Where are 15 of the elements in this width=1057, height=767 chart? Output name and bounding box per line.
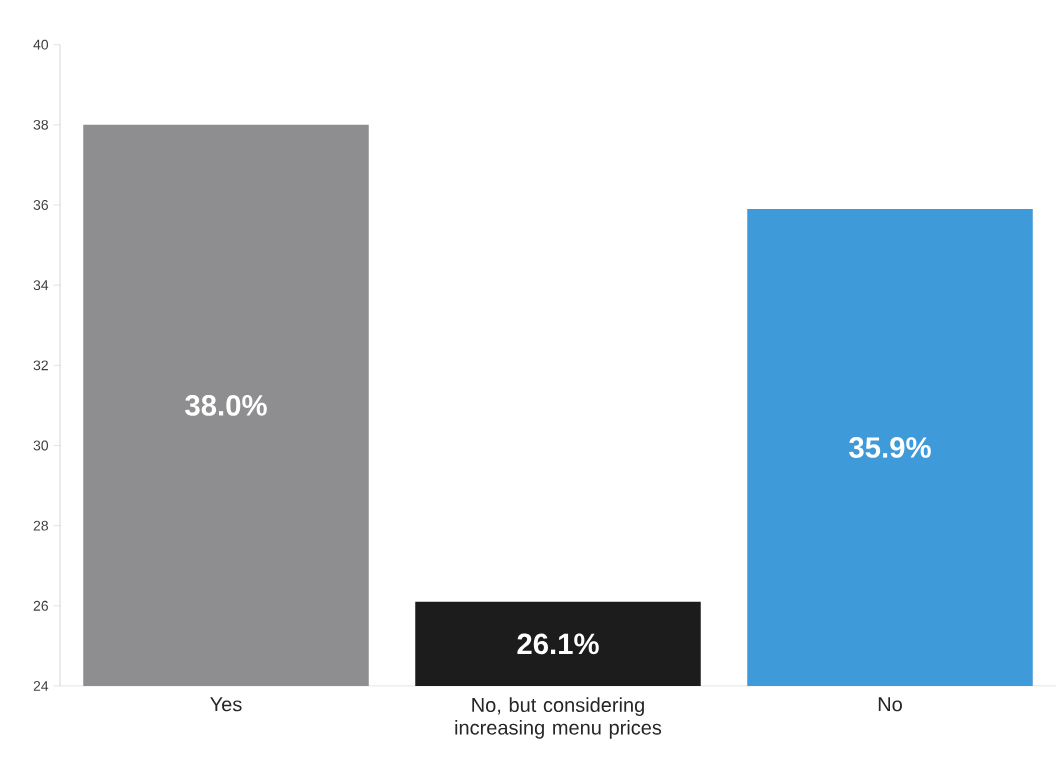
x-tick-label: No, but considering increasing menu prices (455, 697, 662, 739)
y-tick-label: 36 (33, 200, 49, 210)
x-tick-label: Yes (210, 697, 242, 712)
data-label: 35.9% (849, 437, 931, 458)
y-tick-label: 28 (33, 520, 49, 531)
y-tick-label: 38 (33, 119, 49, 130)
data-label: 26.1% (517, 633, 599, 655)
y-tick-label: 34 (33, 280, 49, 291)
y-tick-label: 30 (33, 440, 49, 451)
x-tick-label: No (878, 697, 902, 712)
y-tick-label: 40 (33, 39, 49, 50)
data-label: 38.0% (185, 394, 267, 416)
y-tick-label: 32 (33, 360, 48, 371)
y-tick-label: 24 (33, 681, 49, 691)
y-tick-label: 26 (33, 600, 49, 611)
